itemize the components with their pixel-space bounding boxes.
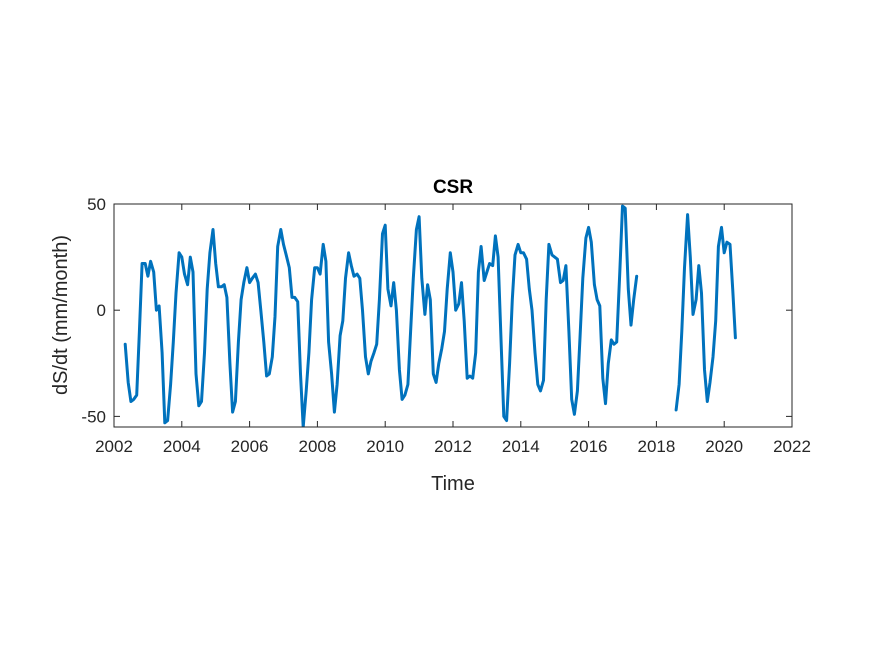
- x-tick-label: 2020: [705, 437, 743, 456]
- y-tick-label: 50: [87, 195, 106, 214]
- y-tick-label: 0: [97, 301, 106, 320]
- x-tick-label: 2012: [434, 437, 472, 456]
- x-tick-label: 2006: [231, 437, 269, 456]
- series-line-segment: [674, 213, 737, 412]
- chart-title: CSR: [433, 177, 473, 198]
- x-tick-label: 2008: [298, 437, 336, 456]
- x-tick-label: 2016: [570, 437, 608, 456]
- x-tick-label: 2002: [95, 437, 133, 456]
- series-line-segment: [123, 204, 639, 427]
- x-tick-label: 2004: [163, 437, 201, 456]
- x-tick-label: 2022: [773, 437, 811, 456]
- y-tick-labels: -50 0 50: [81, 195, 106, 426]
- axes-box: [113, 203, 793, 428]
- x-tick-label: 2010: [366, 437, 404, 456]
- y-tick-label: -50: [81, 407, 106, 426]
- x-tick-label: 2014: [502, 437, 540, 456]
- x-tick-label: 2018: [637, 437, 675, 456]
- x-tick-labels: 2002 2004 2006 2008 2010 2012 2014 2016 2018 2020…: [95, 437, 811, 456]
- series-layer: [123, 204, 737, 427]
- x-axis-label: Time: [431, 473, 475, 495]
- y-axis-label: dS/dt (mm/month): [50, 235, 72, 395]
